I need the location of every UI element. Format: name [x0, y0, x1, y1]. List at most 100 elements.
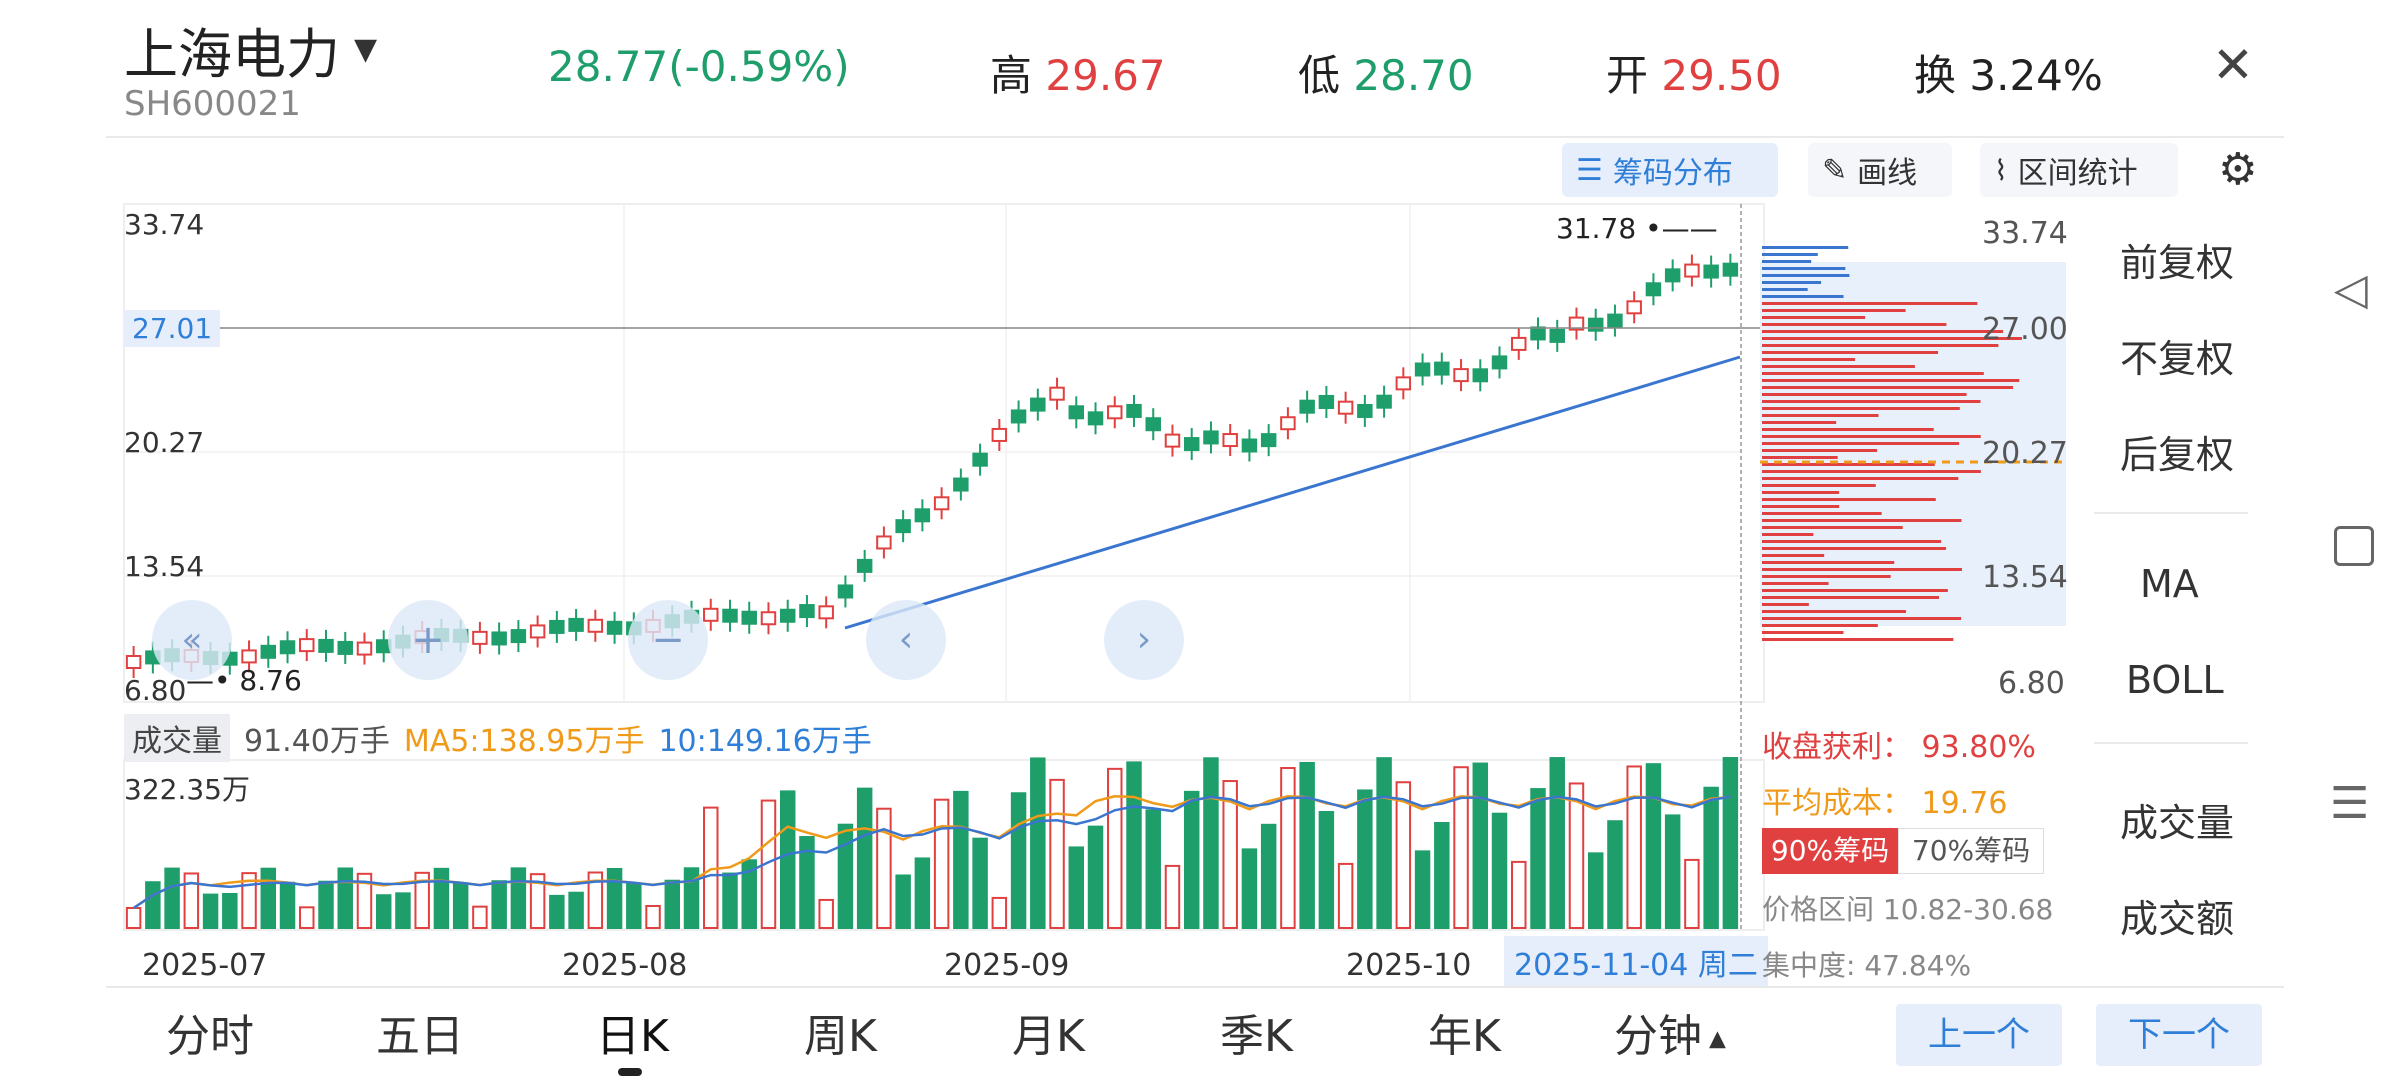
- side-boll[interactable]: BOLL: [2126, 658, 2224, 702]
- home-nav-icon[interactable]: [2334, 526, 2374, 566]
- side-ma[interactable]: MA: [2140, 562, 2199, 606]
- volume-bar: [395, 892, 411, 929]
- scroll-right-button[interactable]: ›: [1104, 600, 1184, 680]
- low-label: 低: [1298, 51, 1341, 100]
- volume-bar: [606, 867, 623, 930]
- volume-bar: [818, 898, 834, 930]
- scroll-to-start-button[interactable]: «: [152, 600, 232, 680]
- side-divider-2: [2094, 742, 2248, 744]
- chip-bar: [1762, 428, 1934, 431]
- close-icon[interactable]: ✕: [2212, 36, 2254, 94]
- chip-bar: [1762, 624, 1878, 627]
- low-value: 28.70: [1353, 51, 1474, 100]
- chip-bar: [1762, 274, 1850, 277]
- volume-bars: [125, 757, 1739, 930]
- candle: [818, 605, 834, 620]
- chip-distribution-button[interactable]: ☰ 筹码分布: [1562, 143, 1778, 197]
- chip-bar: [1762, 316, 1866, 319]
- volume-bar: [664, 879, 681, 929]
- side-no-adjust[interactable]: 不复权: [2120, 337, 2235, 381]
- candle: [1664, 268, 1681, 283]
- chip-distribution-label: 筹码分布: [1612, 156, 1733, 191]
- prev-stock-button[interactable]: 上一个: [1896, 1004, 2062, 1066]
- tab-intraday[interactable]: 分时: [166, 1011, 254, 1062]
- side-backward-adjust[interactable]: 后复权: [2120, 433, 2235, 477]
- chip-bar: [1762, 260, 1812, 263]
- candle: [856, 558, 873, 573]
- scroll-left-button[interactable]: ‹: [866, 600, 946, 680]
- price-axis-left-1: 33.74: [124, 208, 205, 241]
- chip-tab-90[interactable]: 90%筹码: [1762, 828, 1898, 874]
- volume-bar: [183, 872, 200, 929]
- stock-code: SH600021: [124, 84, 301, 124]
- side-volume[interactable]: 成交量: [2120, 801, 2235, 845]
- volume-bar: [1530, 788, 1546, 930]
- tab-monthly-k[interactable]: 月K: [1012, 1011, 1085, 1062]
- menu-nav-icon[interactable]: ☰: [2330, 778, 2370, 829]
- candle: [549, 619, 565, 634]
- tab-weekly-k[interactable]: 周K: [804, 1011, 877, 1062]
- volume-bar: [1645, 763, 1662, 929]
- side-amount[interactable]: 成交额: [2120, 897, 2235, 941]
- tab-minute[interactable]: 分钟 ▲: [1614, 1000, 1726, 1064]
- tab-quarterly-k[interactable]: 季K: [1220, 1011, 1293, 1062]
- chip-bar: [1762, 477, 1959, 480]
- volume-bar: [318, 880, 334, 929]
- tab-daily-k[interactable]: 日K: [596, 1011, 669, 1062]
- candle: [1126, 403, 1142, 418]
- candle: [1260, 433, 1277, 448]
- chip-bar: [1762, 603, 1809, 606]
- candle: [1280, 416, 1296, 431]
- caret-up-icon: ▲: [1702, 1026, 1726, 1052]
- high-value: 29.67: [1045, 51, 1166, 100]
- chip-bar: [1762, 512, 1882, 515]
- price-range: 价格区间 10.82-30.68: [1762, 888, 2053, 928]
- volume-current: 91.40万手: [244, 724, 390, 759]
- volume-bar: [510, 867, 527, 930]
- candle: [1703, 264, 1719, 279]
- volume-bar: [1357, 789, 1373, 930]
- volume-bar: [1414, 850, 1431, 929]
- chip-tab-70[interactable]: 70%筹码: [1898, 828, 2044, 874]
- chip-bar: [1762, 253, 1818, 256]
- chip-bar: [1762, 540, 1942, 543]
- price-axis-right-2: 27.00: [1982, 312, 2068, 347]
- crosshair-date-label: 2025-11-04 周二: [1504, 936, 1768, 988]
- zoom-out-button[interactable]: −: [628, 600, 708, 680]
- volume-bar: [1318, 811, 1335, 929]
- volume-bar: [491, 880, 507, 930]
- settings-gear-icon[interactable]: ⚙: [2218, 144, 2258, 195]
- volume-header: 成交量 91.40万手 MA5:138.95万手 10:149.16万手: [124, 714, 872, 762]
- zoom-in-button[interactable]: +: [388, 600, 468, 680]
- volume-bar: [1260, 823, 1277, 930]
- volume-bar: [529, 873, 546, 929]
- candle: [356, 641, 373, 656]
- chip-bar: [1762, 533, 1814, 536]
- stock-name-selector[interactable]: 上海电力 ▼: [124, 10, 377, 89]
- volume-bar: [1164, 864, 1181, 929]
- candles: [125, 253, 1739, 678]
- volume-bar: [1126, 761, 1142, 929]
- chevron-down-icon: ▼: [354, 32, 378, 67]
- chip-bar: [1762, 400, 1981, 403]
- volume-bar: [414, 871, 430, 930]
- open-label: 开: [1606, 51, 1649, 100]
- tab-yearly-k[interactable]: 年K: [1428, 1011, 1501, 1062]
- candle: [703, 607, 719, 622]
- tab-five-day[interactable]: 五日: [376, 1011, 464, 1062]
- concentration-label: 集中度:: [1762, 949, 1856, 982]
- range-stats-button[interactable]: ⌇ 区间统计: [1980, 143, 2178, 197]
- back-nav-icon[interactable]: ◁: [2334, 264, 2368, 315]
- candle: [1684, 263, 1700, 278]
- price-axis-right-3: 20.27: [1982, 436, 2068, 471]
- draw-line-button[interactable]: ✎ 画线: [1808, 143, 1952, 197]
- chip-bar: [1762, 358, 1856, 361]
- chip-bar: [1762, 463, 1935, 466]
- candle: [529, 624, 546, 639]
- chip-bar: [1762, 435, 1981, 438]
- next-stock-button[interactable]: 下一个: [2096, 1004, 2262, 1066]
- candle: [760, 611, 777, 626]
- side-forward-adjust[interactable]: 前复权: [2120, 241, 2235, 285]
- volume-bar: [722, 872, 738, 930]
- avg-cost-label: 平均成本：: [1762, 786, 1912, 821]
